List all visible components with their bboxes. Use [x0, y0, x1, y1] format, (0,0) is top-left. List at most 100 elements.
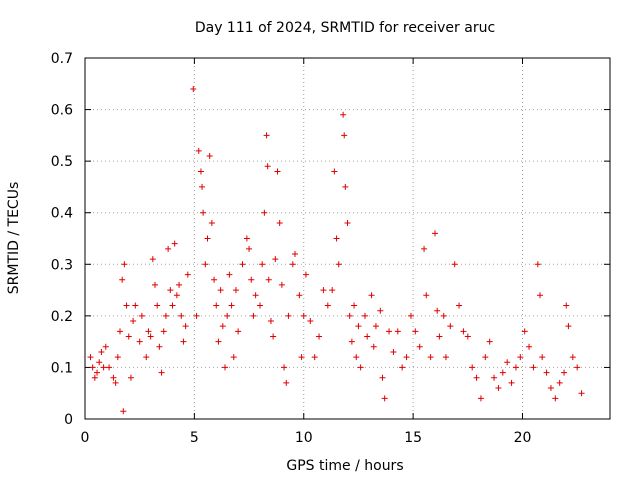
data-point — [316, 333, 323, 340]
data-point — [296, 292, 303, 299]
data-point — [178, 312, 185, 319]
x-tick-label: 15 — [404, 430, 422, 446]
data-point — [184, 271, 191, 278]
x-axis-label: GPS time / hours — [286, 458, 403, 474]
data-point — [362, 312, 368, 319]
data-point — [202, 261, 209, 268]
data-point — [292, 250, 298, 257]
data-point — [543, 369, 550, 376]
data-point — [329, 287, 336, 294]
data-point — [495, 385, 502, 392]
data-point — [272, 256, 279, 263]
chart-title: Day 111 of 2024, SRMTID for receiver aru… — [195, 20, 495, 36]
data-point — [342, 183, 349, 190]
data-point — [232, 287, 239, 294]
data-point — [213, 302, 220, 309]
data-point — [120, 408, 127, 415]
data-point — [289, 261, 296, 268]
data-point — [257, 302, 263, 309]
data-point — [456, 302, 463, 309]
data-point — [195, 147, 202, 154]
data-point — [96, 359, 103, 366]
data-point — [193, 312, 200, 319]
data-point — [252, 292, 259, 299]
data-point — [370, 343, 377, 350]
data-point — [217, 287, 224, 294]
data-point — [215, 338, 222, 345]
x-tick-label: 5 — [190, 430, 199, 446]
data-point — [504, 359, 511, 366]
data-point — [89, 364, 96, 371]
data-point — [482, 354, 489, 361]
data-point — [530, 364, 537, 371]
data-point — [276, 220, 283, 227]
data-point — [261, 209, 268, 216]
y-tick-label: 0.3 — [51, 257, 73, 273]
data-point — [521, 328, 528, 335]
data-point — [486, 338, 493, 345]
data-point — [298, 354, 305, 361]
data-point — [199, 183, 206, 190]
data-point — [307, 318, 314, 325]
data-point — [324, 302, 331, 309]
data-point — [147, 333, 154, 340]
data-point — [372, 323, 379, 330]
data-point — [348, 338, 355, 345]
data-point — [235, 328, 242, 335]
data-point — [281, 364, 288, 371]
data-point — [381, 395, 388, 402]
data-point — [508, 379, 515, 386]
data-point — [302, 271, 309, 278]
y-tick-label: 0.6 — [51, 103, 73, 119]
y-tick-label: 0.7 — [51, 51, 73, 67]
data-point — [228, 302, 235, 309]
x-tick-label: 0 — [81, 430, 90, 446]
data-point — [320, 287, 327, 294]
data-point — [285, 312, 292, 319]
data-point — [561, 369, 568, 376]
grid — [85, 58, 610, 419]
x-tick-label: 20 — [514, 430, 532, 446]
data-point — [421, 245, 428, 252]
data-point — [222, 364, 228, 371]
data-point — [169, 302, 176, 309]
data-point — [167, 287, 174, 294]
data-point — [416, 343, 423, 350]
data-point — [211, 276, 218, 283]
data-point — [368, 292, 375, 299]
data-point — [176, 281, 183, 288]
data-point — [427, 354, 434, 361]
data-point — [477, 395, 484, 402]
y-tick-label: 0.4 — [51, 206, 73, 222]
data-point — [563, 302, 570, 309]
data-point — [512, 364, 519, 371]
data-point — [539, 354, 546, 361]
data-point — [569, 354, 576, 361]
data-point — [263, 132, 270, 139]
data-point — [578, 390, 585, 397]
data-point — [565, 323, 572, 330]
data-point — [403, 354, 410, 361]
data-point — [390, 348, 397, 355]
data-point — [434, 307, 441, 314]
data-point — [180, 338, 187, 345]
y-axis-label: SRMTID / TECUs — [6, 182, 22, 295]
data-point — [283, 379, 290, 386]
data-point — [100, 364, 107, 371]
y-tick-label: 0 — [64, 412, 73, 428]
data-point — [440, 312, 447, 319]
data-point — [165, 245, 172, 252]
data-point — [432, 230, 438, 237]
data-point — [162, 312, 169, 319]
data-point — [119, 276, 126, 283]
data-point — [182, 323, 189, 330]
data-point — [173, 292, 180, 299]
data-point — [132, 302, 139, 309]
data-point — [127, 374, 134, 381]
data-point — [270, 333, 277, 340]
data-point — [341, 132, 348, 139]
data-point — [412, 328, 419, 335]
data-point — [243, 235, 250, 242]
data-point — [106, 364, 113, 371]
data-point — [117, 328, 123, 335]
